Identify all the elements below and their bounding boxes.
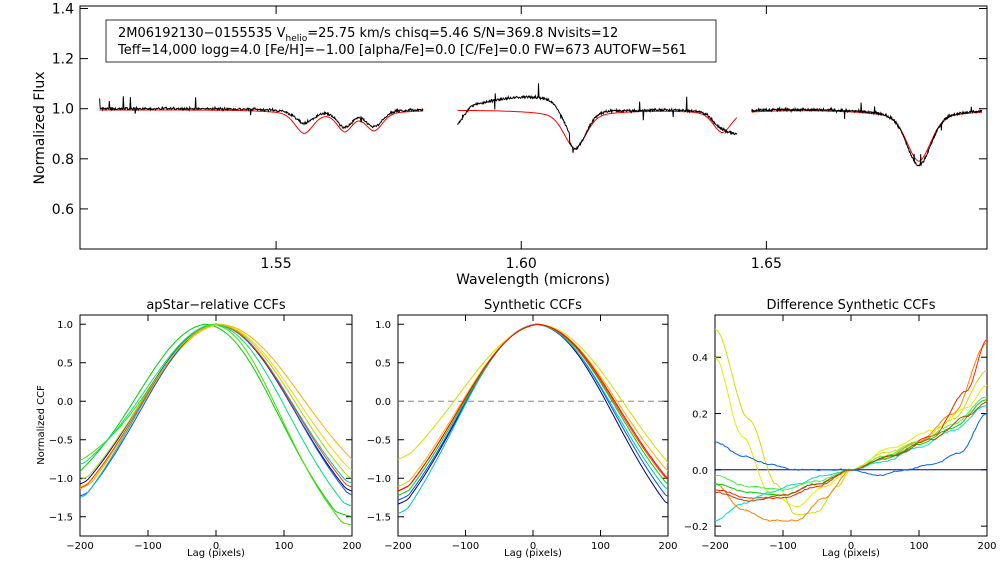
difference-ccf-xlabel: Lag (pixels) <box>822 548 880 559</box>
difference-ccf-series-d5 <box>714 339 988 500</box>
difference-ccf-ytick-label: 0.4 <box>692 353 708 364</box>
spectrum-observed-line <box>457 83 738 153</box>
spectrum-ytick-label: 0.6 <box>52 202 74 218</box>
synthetic-ccf-panel: −200 −100 0 100 200 −1.5 −1.0 −0.5 0.0 0.5 1.0 Syn… <box>367 298 678 559</box>
difference-ccf-xtick-label: −100 <box>769 541 796 552</box>
difference-ccf-title: Difference Synthetic CCFs <box>766 298 935 313</box>
apstar-ccf-xlabel: Lag (pixels) <box>187 548 245 559</box>
spectrum-lines <box>99 83 983 167</box>
apstar-ccf-lines <box>79 323 353 526</box>
info-box <box>105 19 717 63</box>
synthetic-ccf-xtick-label: 100 <box>591 541 610 552</box>
apstar-ccf-series-v5 <box>79 323 353 492</box>
synthetic-ccf-ytick-label: 1.0 <box>375 320 391 331</box>
difference-ccf-xtick-label: 0 <box>848 541 854 552</box>
synthetic-ccf-ytick-label: −0.5 <box>367 436 391 447</box>
synthetic-ccf-axes-frame <box>397 314 669 537</box>
difference-ccf-panel: −200 −100 0 100 200 −0.2 0.0 0.2 0.4 Difference … <box>684 298 997 559</box>
apstar-ccf-series-v8 <box>79 323 353 489</box>
apstar-ccf-series-v4 <box>79 323 353 488</box>
difference-ccf-axes-frame <box>714 314 988 537</box>
spectrum-ylabel: Normalized Flux <box>32 72 48 185</box>
synthetic-ccf-ticks: −200 −100 0 100 200 −1.5 −1.0 −0.5 0.0 0.5 1.0 <box>367 315 678 552</box>
difference-ccf-series-d7 <box>714 399 988 496</box>
difference-ccf-series-d10 <box>714 401 988 502</box>
difference-ccf-series-d9 <box>714 396 988 492</box>
synthetic-ccf-xlabel: Lag (pixels) <box>504 548 562 559</box>
spectrum-ytick-label: 0.8 <box>52 152 74 168</box>
apstar-ccf-ytick-label: 1.0 <box>57 320 73 331</box>
spectrum-model-line <box>99 109 424 135</box>
apstar-ccf-ticks: −200 −100 0 100 200 −1.5 −1.0 −0.5 0.0 0.5 1.0 <box>49 315 362 552</box>
apstar-ccf-ytick-label: 0.0 <box>57 397 73 408</box>
apstar-ccf-series-v3 <box>79 323 353 490</box>
spectrum-observed-line <box>751 102 983 167</box>
apstar-ccf-ytick-label: −0.5 <box>49 436 73 447</box>
spectrum-model-line <box>457 110 738 150</box>
apstar-ccf-xtick-label: −100 <box>134 541 161 552</box>
synthetic-ccf-title: Synthetic CCFs <box>484 298 582 313</box>
difference-ccf-lines <box>714 328 988 522</box>
synthetic-ccf-xtick-label: 200 <box>658 541 677 552</box>
apstar-ccf-xtick-label: 0 <box>213 541 219 552</box>
synthetic-ccf-ytick-label: −1.5 <box>367 513 391 524</box>
spectrum-ytick-label: 1.2 <box>52 52 74 68</box>
synthetic-ccf-series-s2 <box>397 323 669 501</box>
apstar-ccf-panel: −200 −100 0 100 200 −1.5 −1.0 −0.5 0.0 0.5 1.0 apS… <box>36 298 362 559</box>
synthetic-ccf-series-s4 <box>397 323 669 496</box>
spectrum-axes-frame <box>79 5 988 250</box>
spectrum-xlabel: Wavelength (microns) <box>456 272 610 288</box>
difference-ccf-xtick-label: 200 <box>977 541 996 552</box>
spectrum-ytick-label: 1.0 <box>52 102 74 118</box>
spectrum-xtick-label: 1.55 <box>261 256 292 272</box>
synthetic-ccf-series-s1 <box>397 323 669 505</box>
spectrum-ytick-label: 1.4 <box>52 2 74 18</box>
difference-ccf-ytick-label: 0.0 <box>692 466 708 477</box>
spectrum-xtick-label: 1.60 <box>506 256 537 272</box>
spectrum-panel: 1.55 1.60 1.65 0.6 0.8 1.0 1.2 1.4 2M06192130−… <box>32 2 988 288</box>
difference-ccf-xtick-label: 100 <box>909 541 928 552</box>
apstar-ccf-ytick-label: −1.5 <box>49 513 73 524</box>
synthetic-ccf-xtick-label: −100 <box>452 541 479 552</box>
apstar-ccf-series-v10 <box>79 323 353 481</box>
spectrum-x-ticks: 1.55 1.60 1.65 <box>261 6 782 272</box>
synthetic-ccf-lines <box>397 323 669 515</box>
apstar-ccf-ylabel: Normalized CCF <box>36 385 47 465</box>
difference-ccf-series-d3 <box>714 356 988 508</box>
spectrum-xtick-label: 1.65 <box>751 256 782 272</box>
apstar-ccf-xtick-label: −200 <box>66 541 93 552</box>
apstar-ccf-xtick-label: 100 <box>274 541 293 552</box>
synthetic-ccf-ytick-label: −1.0 <box>367 474 391 485</box>
synthetic-ccf-xtick-label: 0 <box>530 541 536 552</box>
apstar-ccf-title: apStar−relative CCFs <box>146 298 286 313</box>
apstar-ccf-ytick-label: 0.5 <box>57 359 73 370</box>
difference-ccf-ytick-label: 0.2 <box>692 410 708 421</box>
synthetic-ccf-ytick-label: 0.5 <box>375 359 391 370</box>
spectrum-observed-line <box>99 96 424 129</box>
synthetic-ccf-xtick-label: −200 <box>384 541 411 552</box>
spectrum-y-ticks: 0.6 0.8 1.0 1.2 1.4 <box>52 2 987 218</box>
difference-ccf-xtick-label: −200 <box>701 541 728 552</box>
apstar-ccf-ytick-label: −1.0 <box>49 474 73 485</box>
apstar-ccf-series-v9 <box>79 323 353 507</box>
synthetic-ccf-series-s3 <box>397 323 669 515</box>
difference-ccf-series-d4 <box>715 342 988 522</box>
synthetic-ccf-ytick-label: 0.0 <box>375 397 391 408</box>
synthetic-ccf-series-s8 <box>397 323 669 492</box>
info-line-1: 2M06192130−0155535 Vhelio=25.75 km/s chi… <box>118 26 618 44</box>
difference-ccf-series-d2 <box>714 328 988 516</box>
info-line-2: Teff=14,000 logg=4.0 [Fe/H]=−1.00 [alpha… <box>117 43 687 58</box>
difference-ccf-ticks: −200 −100 0 100 200 −0.2 0.0 0.2 0.4 <box>684 315 997 552</box>
apstar-ccf-xtick-label: 200 <box>342 541 361 552</box>
apstar-ccf-series-v7 <box>79 323 353 499</box>
difference-ccf-ytick-label: −0.2 <box>684 522 708 533</box>
synthetic-ccf-series-s6 <box>397 323 669 488</box>
